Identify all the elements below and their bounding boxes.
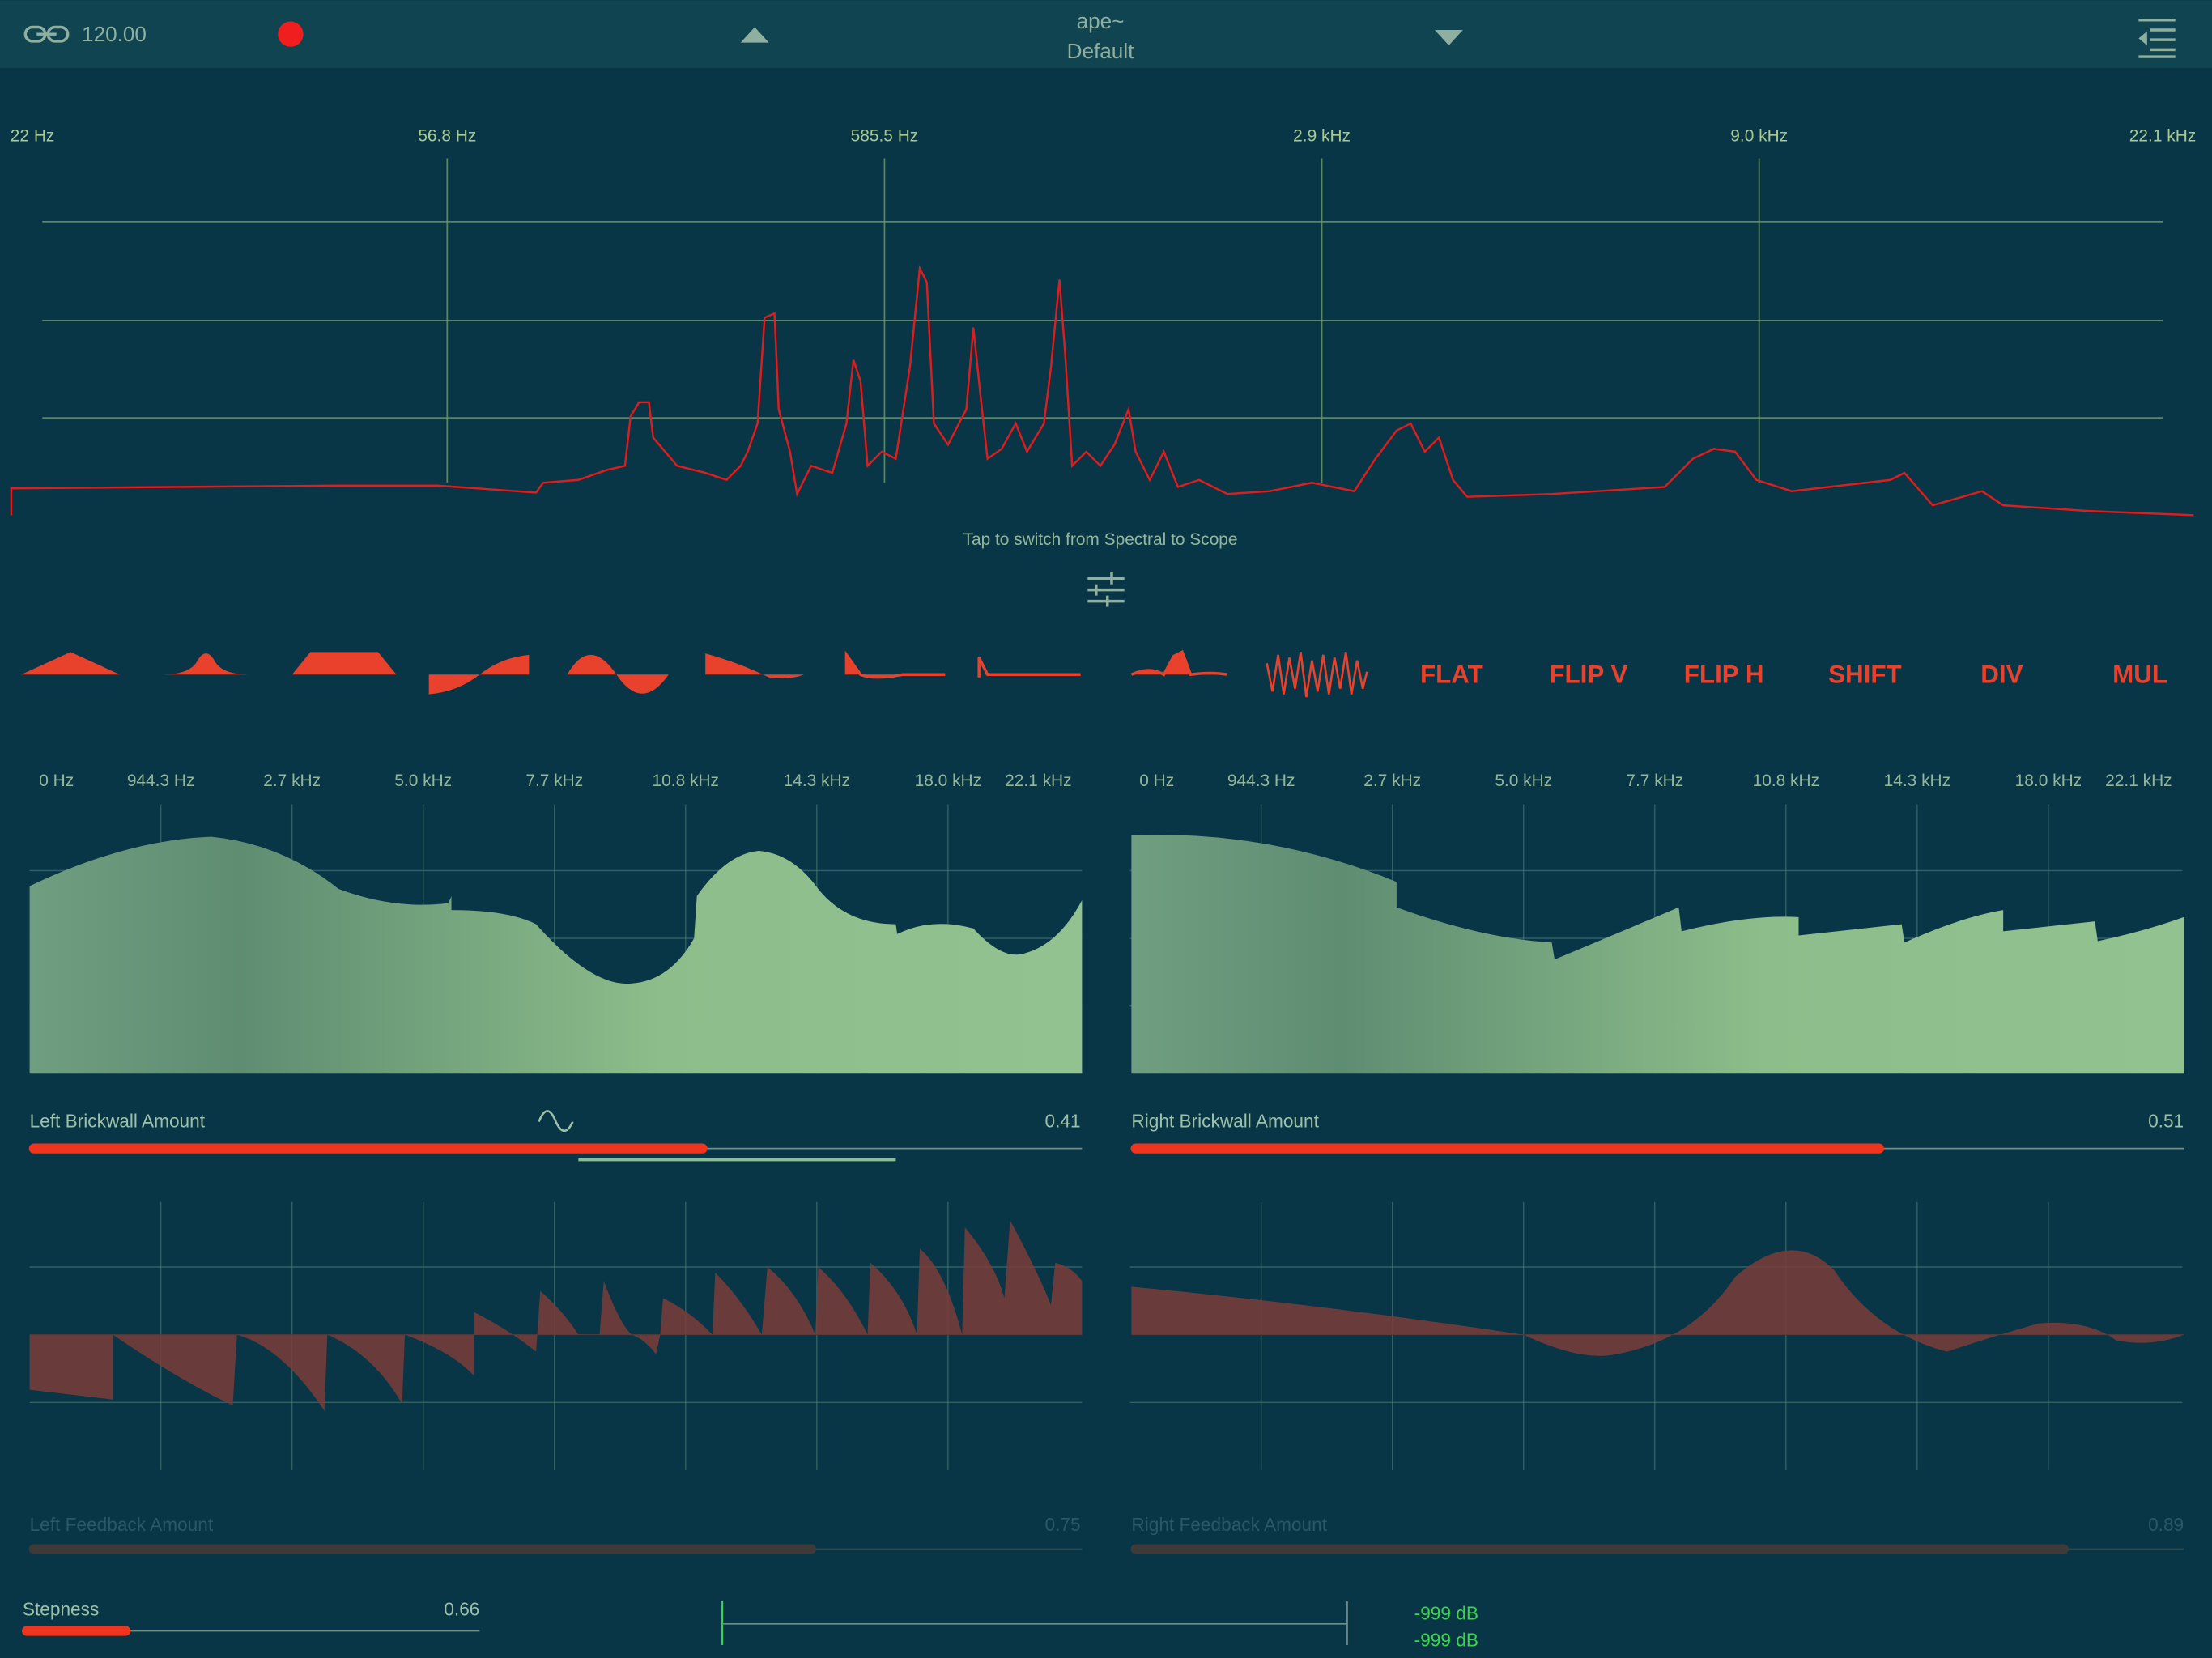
shape-pulse[interactable]: [844, 650, 946, 679]
left-spectrum-shape[interactable]: [29, 836, 1083, 1074]
freq-label: 2.7 kHz: [1363, 772, 1421, 790]
freq-label: 0 Hz: [1139, 772, 1174, 790]
shape-op-button[interactable]: FLAT: [1420, 661, 1483, 689]
scope-hint[interactable]: Tap to switch from Spectral to Scope: [963, 530, 1238, 549]
lfo-icon[interactable]: [538, 1110, 574, 1133]
freq-label: 10.8 kHz: [653, 772, 719, 790]
shape-sine[interactable]: [567, 654, 669, 694]
right-brickwall-value: 0.51: [2148, 1111, 2184, 1132]
freq-label: 22.1 kHz: [1005, 772, 1071, 790]
right-feedback-label: Right Feedback Amount: [1131, 1514, 1327, 1535]
freq-label: 585.5 Hz: [851, 127, 919, 146]
left-feedback-value: 0.75: [1045, 1514, 1081, 1535]
shape-sigmoid[interactable]: [428, 654, 530, 695]
left-feedback-label: Left Feedback Amount: [30, 1514, 214, 1535]
right-spectrum-shape[interactable]: [1131, 835, 2184, 1074]
freq-label: 22 Hz: [11, 127, 55, 146]
meter-left: -999 dB: [1414, 1603, 1478, 1624]
prev-preset[interactable]: [740, 27, 769, 43]
freq-label: 18.0 kHz: [2015, 772, 2082, 790]
left-feedback-shape[interactable]: [29, 1220, 1083, 1411]
shape-decay[interactable]: [705, 653, 805, 678]
spectrum-grid: [42, 158, 2163, 483]
stepness-value: 0.66: [444, 1598, 479, 1619]
shape-triangle[interactable]: [21, 652, 121, 675]
spectrum-line[interactable]: [10, 265, 2194, 517]
shape-impulse[interactable]: [977, 657, 1081, 678]
header-bar: [0, 0, 2212, 69]
shape-sinc[interactable]: [1130, 649, 1228, 677]
freq-label: 944.3 Hz: [1227, 772, 1295, 790]
shape-noise[interactable]: [1266, 652, 1368, 698]
right-feedback-shape[interactable]: [1131, 1250, 2184, 1356]
freq-label: 5.0 kHz: [394, 772, 452, 790]
left-brickwall-label: Left Brickwall Amount: [30, 1111, 206, 1132]
freq-label: 14.3 kHz: [1884, 772, 1950, 790]
shape-trapezoid[interactable]: [291, 652, 397, 675]
freq-label: 14.3 kHz: [784, 772, 850, 790]
shape-op-button[interactable]: DIV: [1980, 661, 2023, 689]
record-button[interactable]: [278, 21, 304, 47]
freq-label: 944.3 Hz: [127, 772, 195, 790]
freq-label: 22.1 kHz: [2105, 772, 2172, 790]
shape-gauss[interactable]: [162, 653, 250, 675]
freq-label: 22.1 kHz: [2129, 127, 2196, 146]
freq-label: 56.8 Hz: [418, 127, 476, 146]
freq-label: 10.8 kHz: [1753, 772, 1819, 790]
settings-icon[interactable]: [1087, 572, 1125, 607]
stepness-label: Stepness: [23, 1598, 99, 1619]
freq-label: 2.7 kHz: [263, 772, 321, 790]
tempo[interactable]: 120.00: [82, 22, 147, 46]
freq-label: 2.9 kHz: [1293, 127, 1351, 146]
preset-group: ape~: [1077, 9, 1125, 33]
meter-right: -999 dB: [1414, 1630, 1478, 1651]
freq-label: 18.0 kHz: [915, 772, 981, 790]
freq-label: 0 Hz: [39, 772, 74, 790]
shape-op-button[interactable]: FLIP H: [1684, 661, 1764, 689]
preset-name[interactable]: Default: [1067, 39, 1135, 63]
right-brickwall-label: Right Brickwall Amount: [1131, 1111, 1319, 1132]
freq-label: 9.0 kHz: [1730, 127, 1788, 146]
menu-icon[interactable]: [2138, 19, 2176, 58]
freq-label: 7.7 kHz: [1626, 772, 1683, 790]
link-icon[interactable]: [23, 25, 70, 43]
shape-op-button[interactable]: FLIP V: [1549, 661, 1627, 689]
next-preset[interactable]: [1434, 29, 1463, 46]
freq-label: 5.0 kHz: [1495, 772, 1552, 790]
shape-op-button[interactable]: MUL: [2112, 661, 2167, 689]
shape-buttons: [21, 649, 1368, 698]
freq-label: 7.7 kHz: [525, 772, 583, 790]
right-feedback-value: 0.89: [2148, 1514, 2184, 1535]
shape-op-button[interactable]: SHIFT: [1828, 661, 1902, 689]
left-brickwall-value: 0.41: [1045, 1111, 1081, 1132]
